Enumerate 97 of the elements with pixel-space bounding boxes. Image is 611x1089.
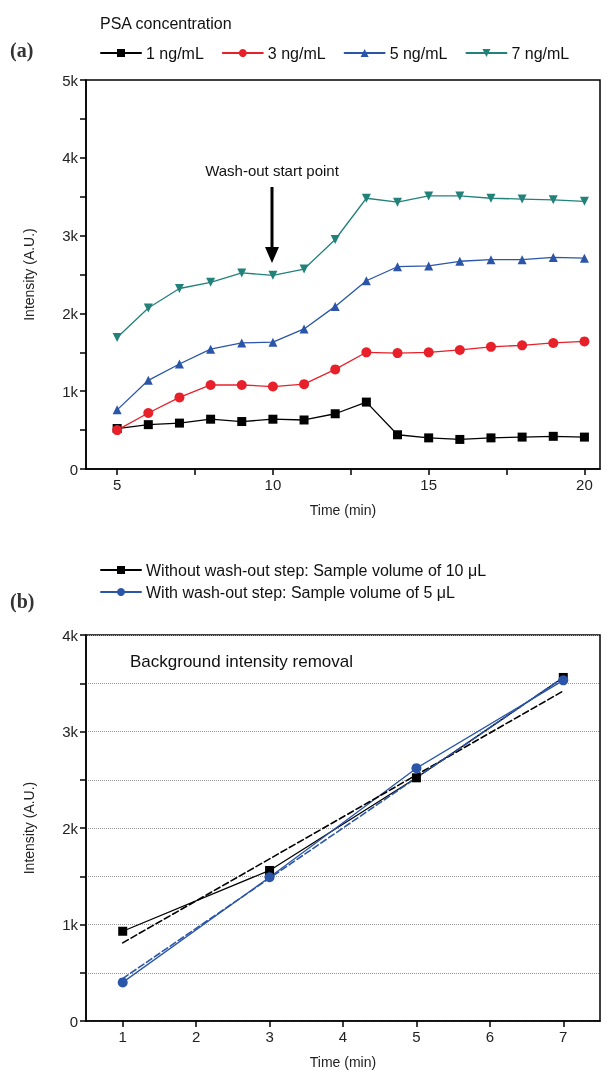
x-tick-label: 7 [559,1028,568,1045]
point [486,255,496,265]
y-tick-label: 2k [62,819,79,837]
x-tick-label: 5 [112,476,122,493]
point [264,872,275,883]
x-tick-label: 1 [118,1028,127,1045]
y-tick-label: 0 [69,1012,78,1030]
point [517,255,527,265]
x-tick-label: 3 [265,1028,274,1045]
point [393,262,403,272]
point [174,392,185,403]
point [237,268,247,278]
point [454,344,465,355]
point [143,407,154,418]
point [330,301,340,311]
point [299,379,310,390]
point [411,773,421,783]
annotation: Wash-out start point [205,162,339,179]
point [112,333,122,343]
legend-label: 5 ng/mL [389,44,448,62]
point [143,420,153,430]
y-tick-label: 0 [69,460,78,478]
point [118,926,128,936]
x-tick-label: 4 [338,1028,348,1045]
point [424,433,434,443]
point [392,348,403,359]
point [393,430,403,440]
point [174,418,184,428]
x-tick-label: 6 [485,1028,495,1045]
y-tick-label: 3k [62,723,79,740]
point [548,431,558,441]
point [267,381,278,392]
legend-label: 1 ng/mL [146,44,204,62]
y-tick-label: 4k [62,626,79,644]
legend-label: With wash-out step: Sample volume of 5 μL [146,583,456,601]
point [361,397,371,407]
x-tick-label: 20 [576,476,593,493]
point [455,256,465,266]
legend-label: 7 ng/mL [511,44,570,62]
y-axis-title: Intensity (A.U.) [21,228,37,321]
point [455,434,465,444]
point [517,432,527,442]
point [579,253,589,263]
point [236,379,247,390]
point [268,414,278,424]
point [548,195,558,205]
legend-label: 3 ng/mL [267,44,326,62]
point [361,276,371,286]
x-axis-title: Time (min) [309,1054,377,1070]
y-tick-label: 3k [62,227,79,245]
point [486,193,496,203]
point [206,344,216,354]
x-tick-label: 10 [264,476,282,493]
point [206,277,216,287]
point [485,341,496,352]
point [330,364,341,375]
annotation: Background intensity removal [130,652,354,671]
point [117,977,128,988]
x-tick-label: 15 [420,476,438,493]
point [517,340,528,351]
text: (b) [10,590,35,613]
y-tick-label: 2k [62,304,79,322]
point [548,337,559,348]
text: (a) [10,39,34,62]
point [143,303,153,313]
point [393,197,403,207]
point [237,417,247,427]
point [268,270,278,280]
x-tick-label: 5 [412,1028,421,1045]
y-tick-label: 1k [62,382,79,400]
point [330,234,340,244]
point [424,191,434,201]
legend-label: Without wash-out step: Sample volume of 10 μL [146,561,487,579]
point [558,675,569,686]
point [411,763,422,774]
y-axis-title: Intensity (A.U.) [21,781,37,875]
point [486,433,496,443]
point [330,409,340,419]
point [206,414,216,424]
y-tick-label: 4k [62,149,79,167]
point [579,432,589,442]
point [548,252,558,262]
legend-title: PSA concentration [100,14,232,32]
x-axis-title: Time (min) [309,502,377,518]
point [268,337,278,347]
point [423,347,434,358]
y-tick-label: 1k [62,916,79,933]
x-tick-label: 2 [191,1028,201,1045]
point [579,196,589,206]
point [455,191,465,201]
point [299,415,309,425]
y-tick-label: 5k [62,71,79,89]
point [143,375,153,385]
point [205,379,216,390]
point [174,284,184,293]
point [579,336,590,347]
point [361,347,372,358]
